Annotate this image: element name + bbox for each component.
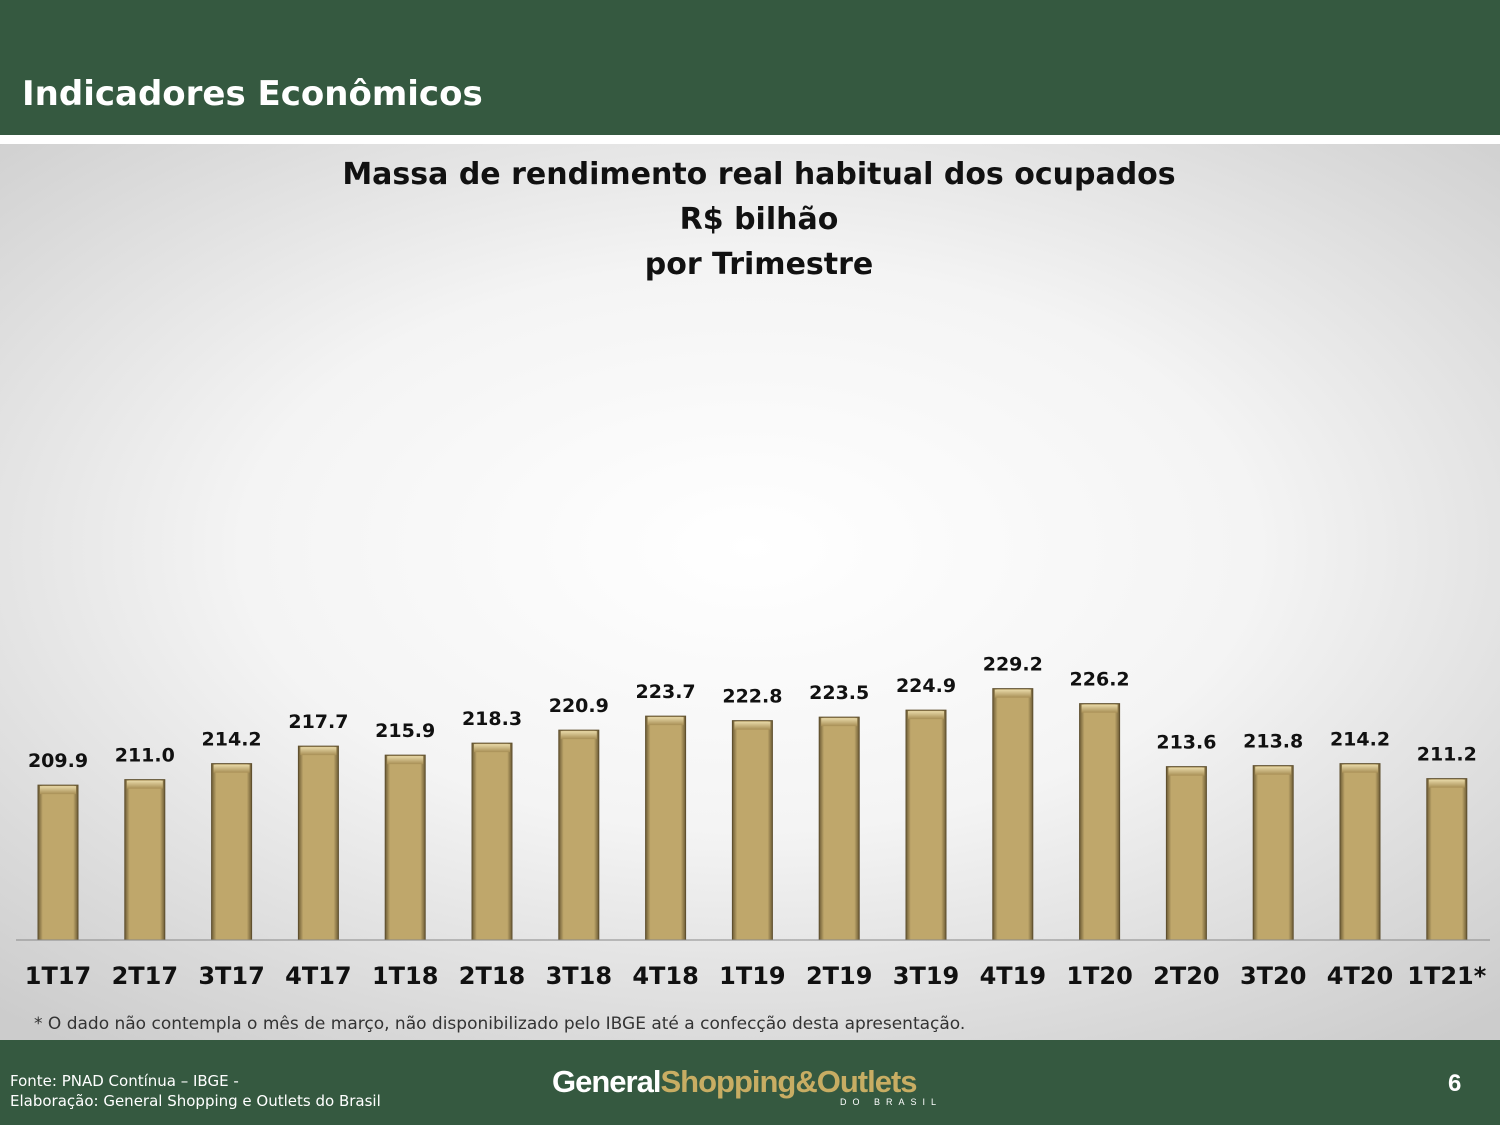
- value-label-3T20: 213.8: [1243, 731, 1303, 753]
- bar-cap-2T20: [1168, 767, 1205, 776]
- bar-4T20: [1339, 763, 1381, 941]
- page-number: 6: [1448, 1070, 1462, 1097]
- bar-2T17: [124, 779, 166, 941]
- bar-3T17: [211, 763, 253, 941]
- bar-cap-2T17: [126, 780, 163, 789]
- header-bar: [0, 0, 1500, 135]
- value-label-3T17: 214.2: [202, 729, 262, 751]
- bar-cap-3T19: [908, 711, 944, 720]
- bar-2T20: [1165, 766, 1207, 941]
- bar-cap-1T18: [387, 756, 424, 765]
- bar-cap-1T21: [1428, 779, 1465, 788]
- bar-3T19: [905, 709, 947, 941]
- value-label-2T20: 213.6: [1156, 732, 1216, 754]
- bar-3T18: [558, 729, 600, 941]
- header-divider: [0, 135, 1500, 144]
- company-logo: GeneralShopping&Outlets: [552, 1064, 918, 1100]
- page-title: Indicadores Econômicos: [22, 74, 483, 114]
- bar-2T18: [471, 742, 513, 941]
- footer-bar: [0, 1040, 1500, 1125]
- bar-cap-1T19: [734, 721, 771, 730]
- bar-1T17: [37, 784, 79, 941]
- category-label-4T19: 4T19: [980, 962, 1046, 990]
- bar-cap-2T19: [821, 718, 858, 727]
- bar-1T21: [1426, 778, 1468, 941]
- value-label-4T18: 223.7: [636, 681, 696, 703]
- bar-4T17: [297, 745, 339, 941]
- category-label-1T19: 1T19: [719, 962, 785, 990]
- source-note: Fonte: PNAD Contínua – IBGE - Elaboração…: [10, 1071, 381, 1111]
- bar-cap-3T17: [213, 764, 250, 773]
- bar-1T20: [1079, 703, 1121, 941]
- category-label-3T19: 3T19: [893, 962, 959, 990]
- value-label-2T17: 211.0: [115, 745, 175, 767]
- value-label-3T18: 220.9: [549, 695, 609, 717]
- bar-cap-3T18: [560, 731, 597, 740]
- chart-title-line-1: Massa de rendimento real habitual dos oc…: [342, 157, 1176, 192]
- category-label-2T19: 2T19: [806, 962, 872, 990]
- bar-cap-1T20: [1081, 704, 1118, 713]
- value-label-4T20: 214.2: [1330, 729, 1390, 751]
- value-label-1T18: 215.9: [375, 720, 435, 742]
- bar-1T19: [731, 720, 773, 941]
- category-label-4T17: 4T17: [285, 962, 351, 990]
- source-line-1: Fonte: PNAD Contínua – IBGE -: [10, 1072, 239, 1090]
- bar-cap-4T19: [994, 689, 1031, 698]
- logo-shopping-outlets: Shopping&Outlets: [660, 1064, 917, 1099]
- value-label-4T17: 217.7: [288, 711, 348, 733]
- source-line-2: Elaboração: General Shopping e Outlets d…: [10, 1092, 381, 1110]
- category-label-3T20: 3T20: [1240, 962, 1306, 990]
- category-label-3T18: 3T18: [546, 962, 612, 990]
- bar-cap-2T18: [474, 744, 510, 753]
- bar-1T18: [384, 754, 426, 941]
- value-label-1T17: 209.9: [28, 750, 88, 772]
- category-label-2T20: 2T20: [1153, 962, 1219, 990]
- logo-general: General: [552, 1064, 661, 1099]
- category-label-3T17: 3T17: [198, 962, 264, 990]
- category-label-4T20: 4T20: [1327, 962, 1393, 990]
- bar-4T19: [992, 688, 1034, 941]
- bar-3T20: [1252, 765, 1294, 941]
- value-label-1T19: 222.8: [722, 686, 782, 708]
- bar-cap-3T20: [1255, 766, 1292, 775]
- category-label-1T21: 1T21*: [1407, 962, 1486, 990]
- bar-cap-4T18: [647, 717, 684, 726]
- bar-cap-4T17: [300, 747, 337, 756]
- category-label-2T18: 2T18: [459, 962, 525, 990]
- category-label-1T17: 1T17: [25, 962, 91, 990]
- category-label-2T17: 2T17: [112, 962, 178, 990]
- logo-subtitle: DO BRASIL: [840, 1097, 943, 1107]
- value-label-1T20: 226.2: [1070, 669, 1130, 691]
- value-label-4T19: 229.2: [983, 654, 1043, 676]
- value-label-3T19: 224.9: [896, 675, 956, 697]
- value-label-1T21: 211.2: [1417, 744, 1477, 766]
- footnote: * O dado não contempla o mês de março, n…: [34, 1014, 966, 1034]
- bar-4T18: [645, 715, 687, 941]
- value-label-2T18: 218.3: [462, 708, 522, 730]
- chart-title-line-3: por Trimestre: [644, 247, 874, 282]
- category-label-1T18: 1T18: [372, 962, 438, 990]
- chart-title-line-2: R$ bilhão: [679, 202, 839, 237]
- value-label-2T19: 223.5: [809, 682, 869, 704]
- bar-cap-1T17: [40, 786, 76, 795]
- bar-cap-4T20: [1342, 764, 1378, 773]
- category-label-1T20: 1T20: [1066, 962, 1132, 990]
- bar-2T19: [818, 716, 860, 941]
- category-label-4T18: 4T18: [632, 962, 698, 990]
